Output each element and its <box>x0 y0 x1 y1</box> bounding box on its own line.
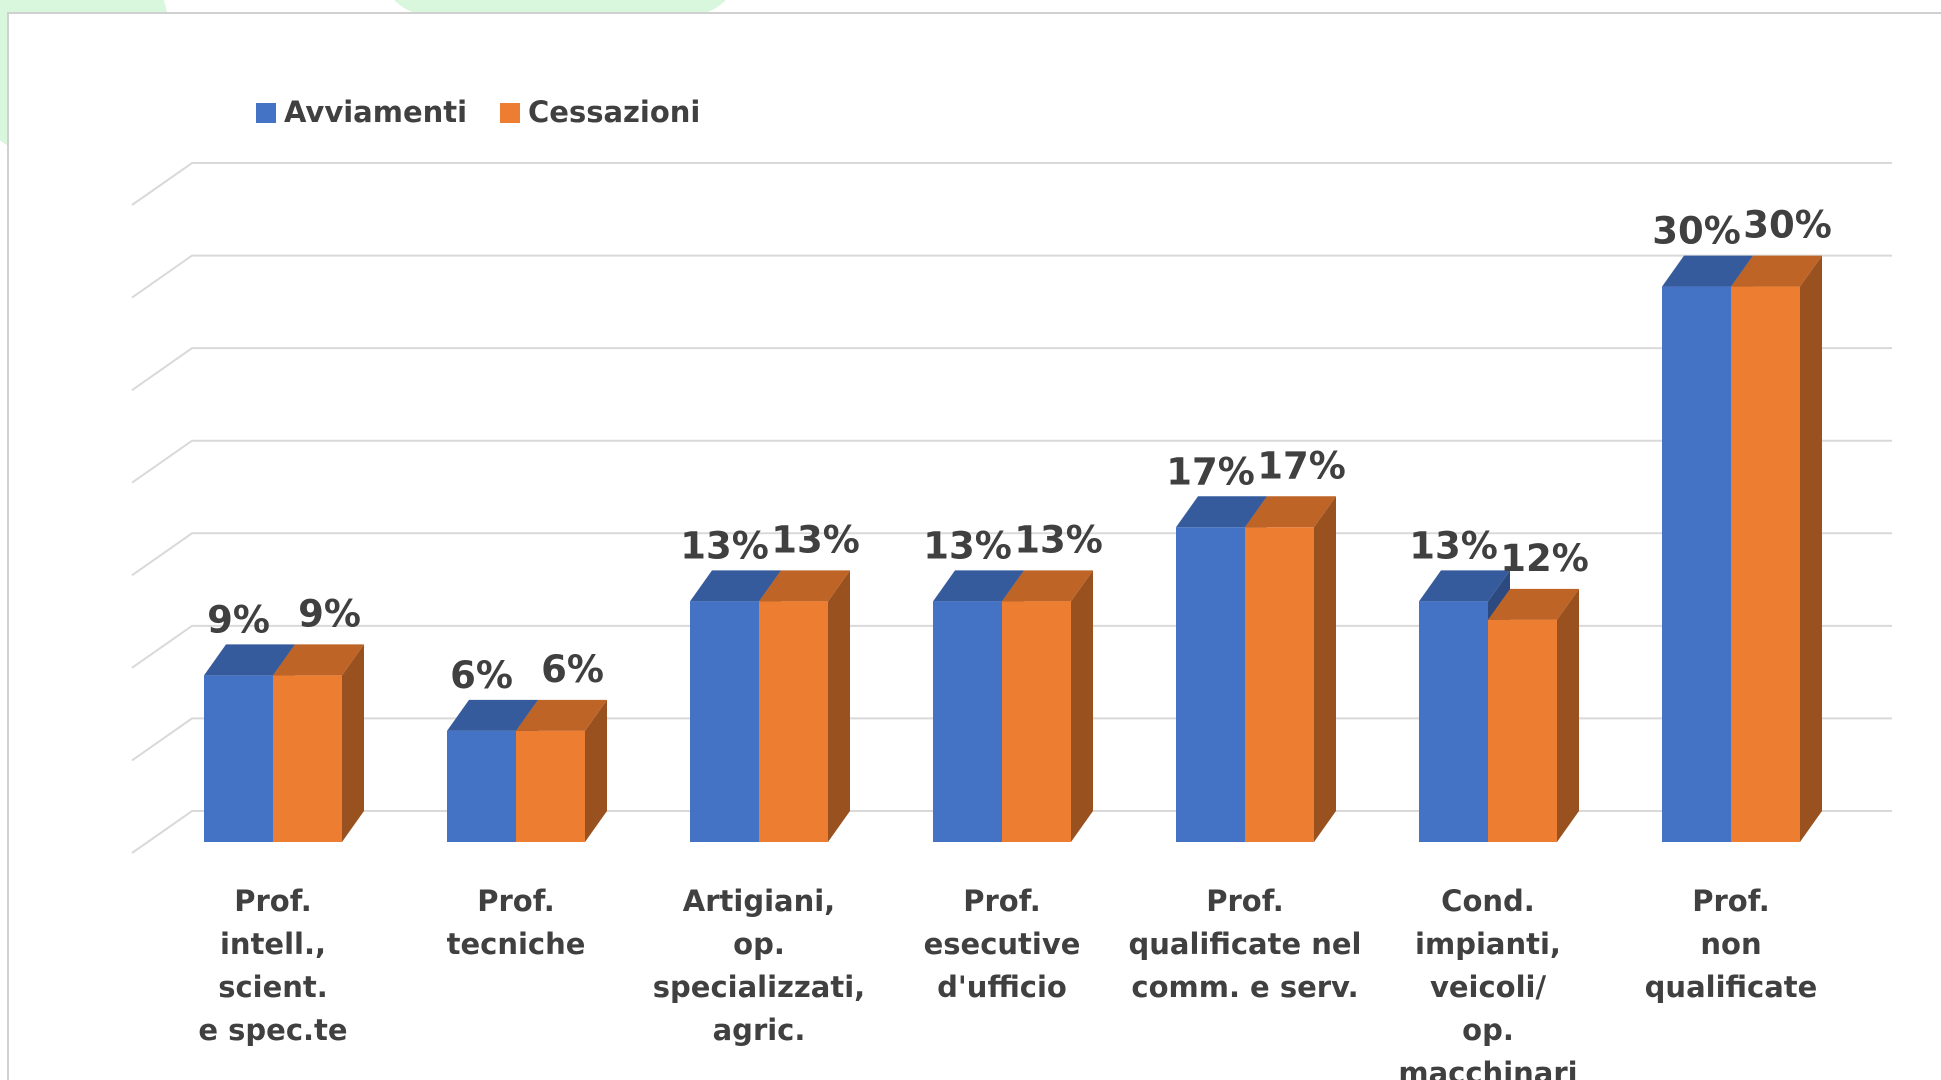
legend-label: Cessazioni <box>528 95 700 129</box>
value-label: 9% <box>298 592 361 635</box>
bar-top <box>690 570 781 602</box>
grid-line <box>131 162 1892 206</box>
bar <box>447 730 516 842</box>
bar <box>1488 619 1557 842</box>
bar <box>1419 601 1488 842</box>
bar <box>1176 527 1245 842</box>
bar-top <box>933 570 1024 602</box>
bar-top <box>1419 570 1510 602</box>
bar <box>759 601 828 842</box>
bar <box>1245 527 1314 842</box>
bar <box>516 730 585 842</box>
bar-top <box>1488 588 1579 620</box>
bar-top <box>759 570 850 602</box>
value-label: 13% <box>771 518 860 561</box>
plot-frame <box>7 12 1941 1080</box>
value-label: 30% <box>1652 210 1741 253</box>
legend-swatch <box>256 103 276 123</box>
value-label: 13% <box>1409 524 1498 567</box>
bar-top <box>1662 255 1753 287</box>
bar-top <box>516 699 607 731</box>
value-label: 13% <box>1014 518 1103 561</box>
bar <box>1662 286 1731 843</box>
value-label: 6% <box>541 648 604 691</box>
bar-side <box>828 570 850 842</box>
bar-top <box>273 644 364 676</box>
x-tick-label: Artigiani, op. specializzati, agric. <box>652 884 866 1047</box>
bar-side <box>585 699 607 842</box>
bar-side <box>342 644 364 842</box>
bar-side <box>1071 570 1093 842</box>
bar <box>690 601 759 842</box>
bar-top <box>1176 496 1267 528</box>
value-label: 12% <box>1500 537 1589 580</box>
bar <box>933 601 1002 842</box>
grid-line <box>131 347 1892 391</box>
x-tick-label: Cond. impianti, veicoli/ op. macchinari <box>1398 884 1578 1080</box>
bar <box>273 675 342 842</box>
bar-top <box>1002 570 1093 602</box>
bar-side <box>1314 496 1336 842</box>
value-label: 6% <box>450 654 513 697</box>
value-label: 17% <box>1166 450 1255 493</box>
value-label: 13% <box>923 524 1012 567</box>
value-label: 9% <box>207 598 270 641</box>
grid-line <box>131 254 1892 299</box>
x-tick-label: Prof. tecniche <box>446 884 586 961</box>
bar-side <box>1800 255 1822 843</box>
bar-top <box>447 699 538 731</box>
bar <box>1731 286 1800 843</box>
bar-side <box>1557 588 1579 842</box>
bar <box>1002 601 1071 842</box>
value-label: 30% <box>1743 204 1832 247</box>
legend-label: Avviamenti <box>284 95 467 129</box>
value-label: 17% <box>1257 444 1346 487</box>
x-tick-label: Prof. qualificate nel comm. e serv. <box>1128 884 1362 1004</box>
bar-top <box>1731 255 1822 287</box>
bar <box>204 675 273 842</box>
bar-top <box>1245 496 1336 528</box>
x-tick-label: Prof. non qualificate <box>1644 884 1818 1004</box>
grid-line <box>131 439 1892 484</box>
bar-top <box>204 644 295 676</box>
x-tick-label: Prof. intell., scient. e spec.te <box>198 884 348 1047</box>
value-label: 13% <box>680 524 769 567</box>
legend-swatch <box>500 103 520 123</box>
x-tick-label: Prof. esecutive d'ufficio <box>923 884 1081 1004</box>
